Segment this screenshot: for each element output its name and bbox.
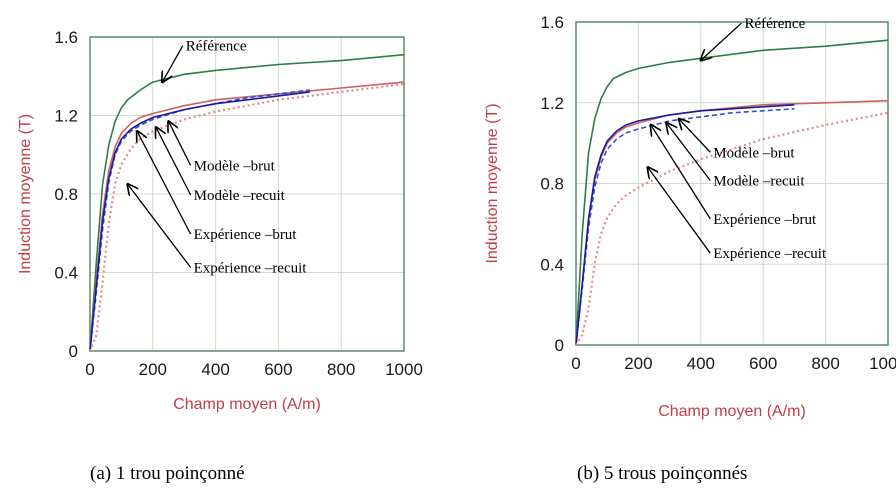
series-line [575, 111, 889, 346]
series-line [575, 39, 889, 346]
annotation-arrow [128, 184, 192, 268]
x-tick-label: 400 [201, 360, 229, 379]
y-tick-label: 1.6 [54, 28, 78, 47]
y-axis-label: Induction moyenne (T) [484, 103, 501, 263]
x-axis-label: Champ moyen (A/m) [173, 396, 321, 413]
annotation-label: Référence [186, 39, 247, 55]
y-tick-label: 0.4 [540, 255, 564, 274]
caption-a: (a) 1 trou poinçonné [90, 463, 245, 484]
annotation-label: Modèle –recuit [713, 174, 805, 190]
annotation-label: Modèle –brut [194, 158, 276, 174]
annotation-arrow [679, 119, 711, 153]
annotation-arrow [137, 131, 192, 235]
annotation-label: Expérience –brut [713, 212, 817, 228]
annotation-label: Modèle –brut [713, 145, 795, 161]
annotation-label: Référence [744, 16, 805, 32]
y-tick-label: 0.4 [54, 264, 78, 283]
y-tick-label: 1.2 [54, 107, 78, 126]
x-tick-label: 1000 [385, 360, 423, 379]
y-tick-label: 1.6 [540, 13, 564, 32]
caption-b: (b) 5 trous poinçonnés [577, 463, 748, 484]
series-line [89, 53, 405, 352]
annotation-arrow [169, 121, 192, 166]
series-line [575, 108, 795, 346]
series-line [88, 83, 405, 352]
annotation-arrow [666, 123, 711, 181]
annotation-arrow [651, 125, 711, 220]
x-tick-label: 600 [264, 360, 292, 379]
annotation-label: Expérience –recuit [194, 261, 308, 277]
annotation-arrow [701, 22, 742, 60]
x-tick-label: 0 [571, 354, 580, 373]
annotation-label: Expérience –brut [194, 227, 298, 243]
x-tick-label: 200 [624, 354, 652, 373]
x-tick-label: 1000 [869, 354, 896, 373]
x-axis-label: Champ moyen (A/m) [658, 403, 806, 420]
annotation-label: Expérience –recuit [713, 246, 827, 262]
y-tick-label: 0.8 [540, 175, 564, 194]
x-tick-label: 600 [749, 354, 777, 373]
annotation-arrow [648, 167, 711, 254]
y-axis-label: Induction moyenne (T) [17, 114, 34, 274]
annotation-label: Modèle –recuit [194, 188, 286, 204]
y-tick-label: 0 [69, 342, 78, 361]
series-line [89, 91, 310, 352]
x-tick-label: 0 [85, 360, 94, 379]
series-line [89, 89, 310, 352]
chart-b: 0 200 400 600 800 1000 0 0.4 0.8 1.2 1.6 Champ moye… [484, 13, 896, 420]
x-tick-label: 800 [327, 360, 355, 379]
annotation-arrow [162, 45, 184, 82]
x-tick-label: 800 [811, 354, 839, 373]
chart-a: 0 200 400 600 800 1000 0 0.4 0.8 1.2 1.6 Champ moye… [17, 28, 423, 413]
y-tick-label: 0 [555, 336, 564, 355]
x-tick-label: 400 [687, 354, 715, 373]
series-line [575, 104, 795, 346]
plot-frame [575, 21, 889, 346]
y-tick-label: 0.8 [54, 185, 78, 204]
y-tick-label: 1.2 [540, 94, 564, 113]
annotation-arrow [156, 127, 192, 196]
x-tick-label: 200 [139, 360, 167, 379]
plot-frame [89, 36, 405, 352]
series-line [89, 81, 405, 352]
